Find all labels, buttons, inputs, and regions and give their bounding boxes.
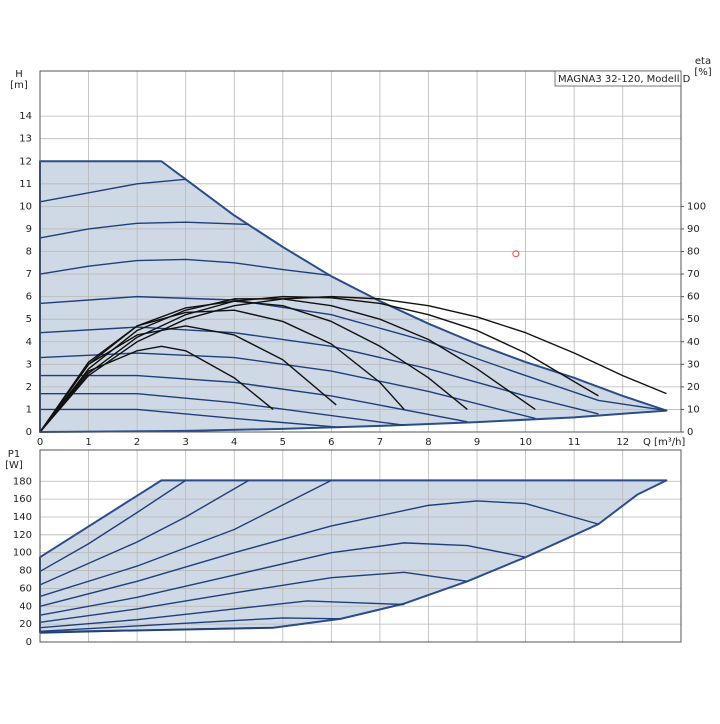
plot-frame [39, 449, 682, 643]
performance-curve [39, 479, 250, 586]
y-tick-label: 4 [26, 337, 32, 348]
y2-axis-label: eta [695, 56, 711, 67]
duty-point [512, 250, 520, 258]
y2-tick-label: 30 [687, 359, 700, 370]
x-tick-label: 10 [519, 437, 532, 448]
y-tick-label: 11 [19, 179, 32, 190]
x-tick-label: 9 [474, 437, 480, 448]
y2-tick-label: 0 [687, 427, 693, 438]
y-tick-label: 9 [26, 224, 32, 235]
y-tick-label: 2 [26, 382, 32, 393]
plot-frame [39, 70, 682, 433]
x-tick-label: 4 [231, 437, 237, 448]
efficiency-curve [39, 309, 405, 433]
chart-title: MAGNA3 32-120, Modell D [558, 74, 691, 85]
performance-curve [39, 479, 187, 573]
y-axis-unit: [m] [10, 80, 28, 91]
y-tick-label: 14 [19, 111, 32, 122]
y-tick-label: 40 [19, 601, 32, 612]
x-axis-label: Q [m³/h] [643, 437, 685, 448]
performance-curve [39, 600, 405, 629]
performance-curve [39, 178, 186, 203]
y-tick-label: 8 [26, 247, 32, 258]
y-axis-label: H [15, 69, 23, 80]
efficiency-curve [39, 300, 468, 433]
performance-curve [39, 326, 599, 415]
x-tick-label: 7 [377, 437, 383, 448]
performance-curve [39, 295, 667, 412]
y-tick-label: 160 [13, 494, 32, 505]
performance-curve [40, 392, 405, 426]
performance-curve [39, 221, 249, 239]
y-tick-label: 10 [19, 201, 32, 212]
y-axis-unit: [W] [5, 460, 23, 471]
performance-curve [40, 374, 468, 423]
y2-tick-label: 100 [687, 201, 706, 212]
efficiency-curve [39, 298, 536, 433]
performance-curve [39, 617, 342, 632]
y-tick-label: 12 [19, 156, 32, 167]
performance-curve [40, 408, 342, 429]
y2-tick-label: 50 [687, 314, 700, 325]
y-tick-label: 6 [26, 292, 32, 303]
x-tick-label: 1 [85, 437, 91, 448]
x-tick-label: 11 [568, 437, 581, 448]
performance-curve [39, 627, 274, 634]
y2-tick-label: 60 [687, 292, 700, 303]
performance-curve [39, 542, 526, 616]
y-tick-label: 3 [26, 359, 32, 370]
y2-axis-unit: [%] [694, 67, 711, 78]
y-tick-label: 100 [13, 548, 32, 559]
performance-curve [39, 500, 599, 607]
performance-curve [39, 258, 330, 276]
x-tick-label: 2 [134, 437, 140, 448]
y-tick-label: 20 [19, 619, 32, 630]
y-tick-label: 13 [19, 134, 32, 145]
efficiency-curve [39, 325, 337, 433]
y-tick-label: 0 [26, 637, 32, 648]
y-tick-label: 1 [26, 404, 32, 415]
efficiency-curve [39, 345, 274, 433]
y-tick-label: 60 [19, 583, 32, 594]
y2-tick-label: 90 [687, 224, 700, 235]
y-tick-label: 7 [26, 269, 32, 280]
envelope-outline [39, 160, 668, 433]
efficiency-curve [39, 295, 599, 433]
x-tick-label: 3 [182, 437, 188, 448]
y-axis-label: P1 [8, 449, 20, 460]
y-tick-label: 180 [13, 476, 32, 487]
operating-area [40, 480, 667, 633]
y-tick-label: 5 [26, 314, 32, 325]
performance-curve [39, 571, 468, 624]
y-tick-label: 120 [13, 530, 32, 541]
y-tick-label: 140 [13, 512, 32, 523]
x-tick-label: 12 [616, 437, 629, 448]
y2-tick-label: 80 [687, 247, 700, 258]
y-tick-label: 0 [26, 427, 32, 438]
x-tick-label: 0 [37, 437, 43, 448]
y2-tick-label: 10 [687, 404, 700, 415]
efficiency-curve [39, 295, 667, 433]
x-tick-label: 5 [280, 437, 286, 448]
y2-tick-label: 40 [687, 337, 700, 348]
y-tick-label: 80 [19, 566, 32, 577]
x-tick-label: 6 [328, 437, 334, 448]
performance-curve [39, 479, 332, 598]
x-tick-label: 8 [425, 437, 431, 448]
y2-tick-label: 70 [687, 269, 700, 280]
y2-tick-label: 20 [687, 382, 700, 393]
title-box [554, 70, 682, 87]
